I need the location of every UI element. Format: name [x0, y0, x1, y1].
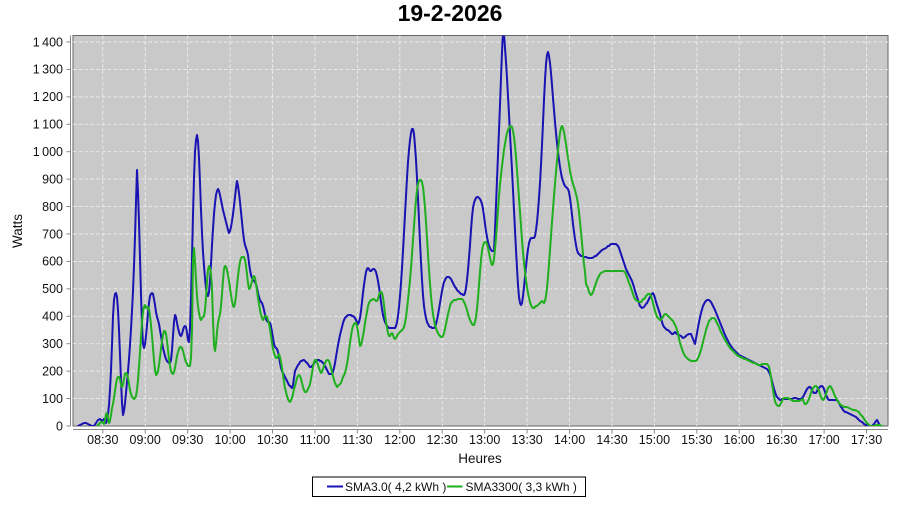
svg-text:500: 500 [42, 282, 63, 296]
svg-text:17:00: 17:00 [808, 433, 839, 447]
svg-text:1 000: 1 000 [33, 145, 63, 159]
svg-text:10:00: 10:00 [214, 433, 245, 447]
svg-text:SMA3300( 3,3 kWh ): SMA3300( 3,3 kWh ) [466, 480, 577, 494]
svg-text:0: 0 [56, 419, 63, 433]
svg-text:15:30: 15:30 [681, 433, 712, 447]
svg-text:14:00: 14:00 [554, 433, 585, 447]
svg-text:10:30: 10:30 [257, 433, 288, 447]
svg-text:09:30: 09:30 [172, 433, 203, 447]
svg-text:19-2-2026: 19-2-2026 [398, 0, 503, 26]
svg-text:Watts: Watts [10, 214, 25, 248]
svg-text:09:00: 09:00 [130, 433, 161, 447]
svg-text:11:30: 11:30 [342, 433, 372, 447]
svg-text:100: 100 [42, 392, 63, 406]
svg-text:400: 400 [42, 310, 63, 324]
svg-text:Heures: Heures [458, 451, 502, 466]
svg-text:1 400: 1 400 [33, 35, 63, 49]
svg-text:SMA3.0( 4,2 kWh ): SMA3.0( 4,2 kWh ) [345, 480, 446, 494]
svg-text:16:30: 16:30 [766, 433, 797, 447]
svg-text:17:30: 17:30 [851, 433, 882, 447]
svg-text:12:00: 12:00 [384, 433, 415, 447]
svg-text:1 300: 1 300 [33, 63, 63, 77]
svg-text:200: 200 [42, 364, 63, 378]
svg-text:900: 900 [42, 172, 63, 186]
svg-text:1 100: 1 100 [33, 118, 63, 132]
svg-text:13:30: 13:30 [511, 433, 542, 447]
svg-text:1 200: 1 200 [33, 90, 63, 104]
svg-text:14:30: 14:30 [596, 433, 627, 447]
svg-text:600: 600 [42, 255, 63, 269]
svg-text:16:00: 16:00 [724, 433, 755, 447]
svg-text:08:30: 08:30 [87, 433, 118, 447]
svg-text:11:00: 11:00 [300, 433, 330, 447]
svg-text:700: 700 [42, 227, 63, 241]
svg-text:13:00: 13:00 [469, 433, 500, 447]
svg-text:300: 300 [42, 337, 63, 351]
svg-text:12:30: 12:30 [427, 433, 458, 447]
svg-text:15:00: 15:00 [639, 433, 670, 447]
svg-text:800: 800 [42, 200, 63, 214]
